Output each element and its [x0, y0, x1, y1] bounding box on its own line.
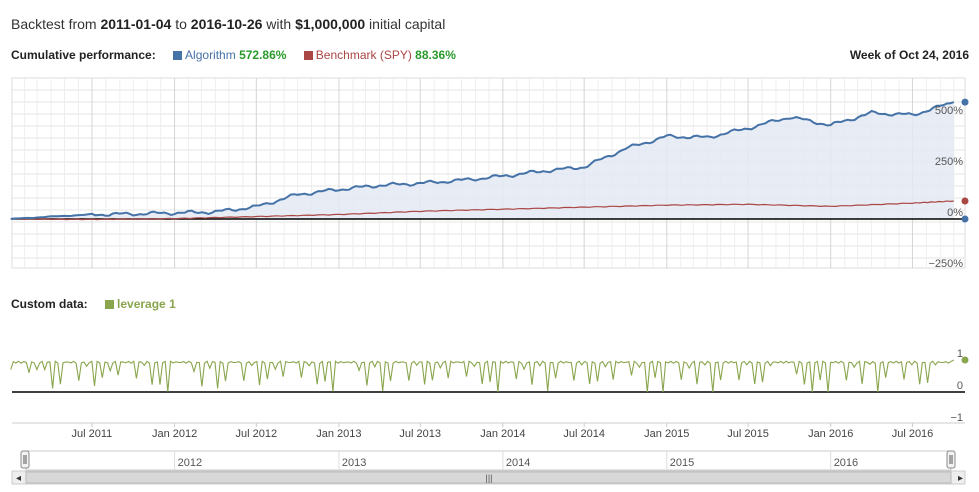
performance-lines[interactable]: [10, 98, 969, 223]
leverage-line[interactable]: [10, 356, 969, 393]
x-tick-label: Jul 2012: [236, 428, 278, 440]
algorithm-end-marker: [961, 98, 969, 106]
leverage-y-tick-label: 0: [957, 380, 963, 392]
legend-leverage-value: 1: [169, 297, 176, 311]
performance-y-tick-label: 250%: [935, 156, 963, 168]
x-tick-label: Jan 2015: [644, 428, 689, 440]
navigator-year-label: 2016: [834, 457, 858, 469]
legend-algorithm-value: 572.86%: [239, 48, 287, 62]
legend-benchmark-name[interactable]: Benchmark (SPY): [315, 48, 412, 62]
legend-label: Cumulative performance:: [11, 48, 156, 62]
backtest-title: Backtest from 2011-01-04 to 2016-10-26 w…: [11, 16, 446, 32]
algorithm-swatch: [173, 51, 183, 60]
legend-benchmark-value: 88.36%: [415, 48, 456, 62]
x-tick-label: Jul 2013: [399, 428, 441, 440]
performance-y-tick-label: −250%: [928, 258, 963, 270]
x-tick-label: Jul 2015: [727, 428, 769, 440]
performance-area: [10, 102, 954, 219]
x-tick-label: Jan 2016: [808, 428, 853, 440]
navigator-year-label: 2013: [342, 457, 366, 469]
algorithm-area: [10, 102, 954, 219]
scrollbar-grip-icon: |||: [485, 473, 492, 483]
leverage-end-marker: [961, 356, 969, 364]
algorithm-line[interactable]: [10, 101, 955, 220]
start-date: 2011-01-04: [100, 16, 172, 32]
custom-data-label: Custom data:: [11, 297, 88, 311]
leverage-y-ticks: 1 0 −1: [950, 348, 963, 424]
performance-legend: Cumulative performance: Algorithm 572.86…: [11, 48, 456, 62]
x-tick-label: Jul 2011: [72, 428, 113, 440]
leverage-swatch: [105, 300, 115, 309]
navigator-right-handle[interactable]: [946, 450, 956, 469]
range-navigator[interactable]: 2012 2013 2014 2015 2016 ◂ ▸ |||: [11, 450, 966, 485]
navigator-left-handle[interactable]: [20, 450, 30, 469]
benchmark-swatch: [303, 51, 313, 60]
performance-y-tick-label: 0%: [947, 207, 963, 219]
week-label: Week of Oct 24, 2016: [849, 48, 969, 62]
legend-leverage-name[interactable]: leverage: [117, 297, 166, 311]
end-date: 2016-10-26: [190, 16, 263, 32]
leverage-y-tick-label: 1: [957, 348, 963, 360]
navigator-year-label: 2014: [506, 457, 530, 469]
scrollbar-thumb[interactable]: [25, 471, 952, 484]
x-tick-label: Jan 2013: [316, 428, 361, 440]
x-axis-labels: Jul 2011 Jan 2012 Jul 2012 Jan 2013 Jul 2013…: [72, 423, 934, 440]
x-tick-label: Jan 2014: [480, 428, 525, 440]
scroll-right-arrow-icon[interactable]: ▸: [958, 473, 963, 484]
x-tick-label: Jul 2016: [892, 428, 934, 440]
leverage-plot-bg: [12, 330, 965, 423]
performance-y-ticks: 500% 250% 0% −250%: [928, 105, 963, 270]
leverage-line[interactable]: [10, 359, 955, 393]
x-tick-label: Jul 2014: [563, 428, 605, 440]
navigator-track: [25, 450, 952, 471]
navigator-year-label: 2012: [178, 457, 202, 469]
custom-data-legend: Custom data: leverage 1: [11, 297, 176, 311]
baseline-end-marker: [961, 215, 969, 223]
leverage-grid: [12, 330, 965, 424]
x-tick-label: Jan 2012: [152, 428, 197, 440]
benchmark-line[interactable]: [10, 200, 954, 221]
legend-algorithm-name[interactable]: Algorithm: [185, 48, 236, 62]
performance-y-tick-label: 500%: [935, 105, 963, 117]
initial-capital: $1,000,000: [295, 16, 366, 32]
navigator-year-label: 2015: [670, 457, 694, 469]
leverage-y-tick-label: −1: [950, 412, 963, 424]
benchmark-end-marker: [961, 197, 969, 205]
scroll-left-arrow-icon[interactable]: ◂: [16, 473, 21, 484]
